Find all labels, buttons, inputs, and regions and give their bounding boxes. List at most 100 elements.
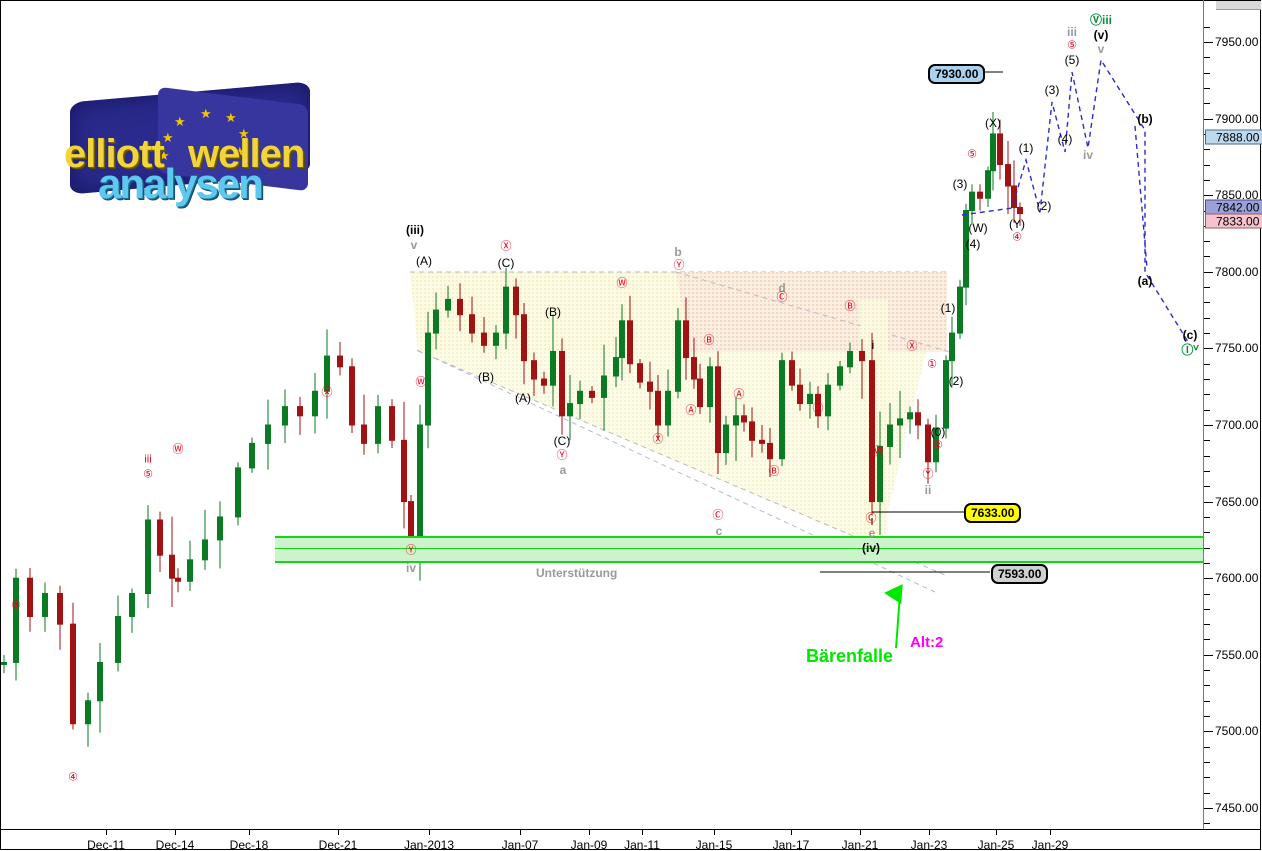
price-tick-label: 7550.00 (1215, 647, 1259, 662)
wave-label: Ⓐ (812, 402, 824, 415)
date-tick-label: Jan-17 (772, 838, 810, 851)
wave-label: ⑤ (967, 148, 977, 161)
price-tick (1204, 118, 1213, 120)
star-icon: ★ (234, 144, 246, 159)
price-tick-minor (1204, 685, 1210, 687)
date-tick (996, 829, 997, 835)
wave-label: v (410, 238, 418, 252)
wave-label: ④ (1012, 231, 1022, 244)
wave-label: (iv) (862, 541, 880, 555)
price-tick-minor (1204, 470, 1210, 472)
wave-label: (1) (940, 301, 956, 315)
price-tick-minor (1204, 103, 1210, 105)
date-tick (589, 829, 590, 835)
support-price-box[interactable]: 7593.00 (991, 564, 1049, 584)
star-icon: ★ (200, 106, 212, 121)
current-price-box[interactable]: 7633.00 (964, 503, 1022, 523)
wave-label: ⑤ (1067, 39, 1077, 52)
wave-label: (c) (1182, 328, 1198, 342)
wave-label: Ⓧ (652, 433, 664, 446)
price-tick-minor (1204, 363, 1210, 365)
price-tick-minor (1204, 700, 1210, 702)
wave-label: (Y) (1009, 217, 1025, 231)
price-tick-minor (1204, 379, 1210, 381)
wave-label: Ⓨ (922, 468, 934, 481)
date-tick (175, 829, 176, 835)
price-tick-minor (1204, 716, 1210, 718)
wave-label: Ⓑ (768, 465, 780, 478)
price-tick-minor (1204, 287, 1210, 289)
price-tick-minor (1204, 777, 1210, 779)
star-icon: ★ (238, 126, 250, 141)
wave-label: iv (1082, 148, 1094, 162)
window-scrollbar[interactable] (1216, 1, 1261, 10)
price-tick-minor (1204, 516, 1210, 518)
date-tick (929, 829, 930, 835)
wave-label: ⑤ (143, 468, 153, 481)
wave-label: (B) (545, 305, 561, 319)
price-tick-minor (1204, 562, 1210, 564)
price-flag-pink[interactable]: 7833.00 (1205, 213, 1262, 229)
price-tick-minor (1204, 440, 1210, 442)
wave-label: Ⓨ (673, 259, 685, 272)
price-tick-minor (1204, 302, 1210, 304)
price-tick (1204, 808, 1213, 809)
wave-label: Ⓘⱽ (1181, 343, 1199, 357)
price-tick-minor (1204, 792, 1210, 794)
wave-label: Ⓦ (616, 277, 628, 290)
price-tick (1204, 271, 1213, 273)
price-tick-minor (1204, 624, 1210, 626)
price-tick-minor (1204, 87, 1210, 89)
wave-label: (v) (1093, 28, 1109, 42)
wave-label: (C) (553, 434, 571, 448)
resistance-target-box[interactable]: 7930.00 (928, 64, 986, 84)
wave-label: (2) (1036, 199, 1052, 213)
price-tick-minor (1204, 57, 1210, 59)
wave-label: Ⓐ (685, 404, 697, 417)
price-tick (1204, 348, 1213, 350)
price-tick-minor (1204, 317, 1210, 319)
wave-label: iii (144, 453, 152, 466)
date-tick-label: Jan-25 (977, 838, 1015, 851)
wave-label: ④ (68, 771, 78, 784)
price-tick (1204, 731, 1213, 733)
price-tick-label: 7950.00 (1215, 35, 1259, 49)
wave-label: (3) (952, 177, 968, 191)
price-tick-minor (1204, 164, 1210, 166)
logo-word-elliott: elliott (64, 132, 165, 176)
date-tick-label: Jan-07 (501, 838, 539, 851)
price-tick-minor (1204, 639, 1210, 641)
price-tick (1204, 425, 1213, 426)
price-tick-minor (1204, 532, 1210, 534)
bear-trap-label: Bärenfalle (806, 646, 894, 666)
price-flag-blue[interactable]: 7888.00 (1205, 129, 1262, 145)
wave-label: iii (1066, 25, 1078, 39)
date-tick-label: Jan-23 (910, 838, 948, 851)
logo-word-wellen: wellen (188, 132, 305, 176)
star-icon: ★ (225, 110, 237, 125)
price-tick-label: 7900.00 (1215, 111, 1259, 126)
price-tick-minor (1204, 394, 1210, 396)
price-tick-minor (1204, 762, 1210, 764)
wave-label: (A) (515, 391, 531, 405)
date-tick-label: Dec-18 (229, 838, 269, 851)
wave-label: (5) (1064, 53, 1080, 67)
price-flag-purple[interactable]: 7842.00 (1205, 199, 1262, 215)
date-tick-label: Jan-09 (570, 838, 608, 851)
date-tick (249, 829, 250, 835)
price-tick-label: 7850.00 (1215, 188, 1259, 203)
wave-label: i (871, 338, 875, 352)
date-tick-label: Jan-21 (841, 838, 879, 851)
wave-label: iv (405, 561, 417, 575)
wave-label: (4) (965, 237, 981, 251)
price-axis-divider (1203, 0, 1204, 829)
wave-label: Ⓨ (556, 449, 568, 462)
date-tick (714, 829, 715, 835)
price-tick-minor (1204, 149, 1210, 151)
wave-label: (A) (416, 254, 432, 268)
date-tick (106, 829, 107, 835)
wave-label: (iii) (406, 223, 424, 237)
price-tick-label: 7600.00 (1215, 571, 1259, 586)
price-tick-minor (1204, 241, 1210, 243)
